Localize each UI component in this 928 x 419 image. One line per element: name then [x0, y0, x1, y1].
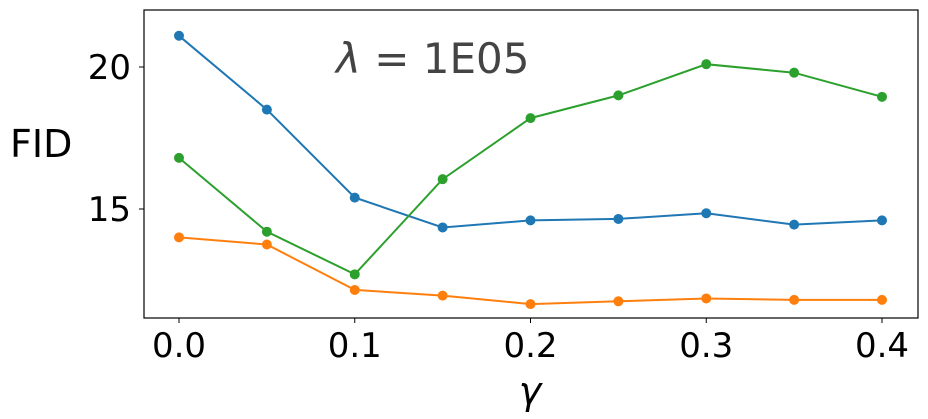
y-tick-label: 20	[88, 48, 131, 88]
data-point	[525, 299, 536, 310]
data-point	[174, 152, 184, 163]
x-tick-label: 0.4	[855, 326, 909, 366]
data-point	[701, 208, 712, 219]
y-axis-label: FID	[10, 122, 72, 166]
data-point	[877, 91, 887, 102]
series-line	[178, 63, 883, 276]
data-point	[789, 294, 800, 305]
data-point	[437, 174, 448, 185]
x-tick-label: 0.3	[679, 326, 733, 366]
data-point	[349, 192, 360, 203]
data-point	[437, 290, 448, 301]
data-point	[613, 90, 624, 101]
x-tick-label: 0.0	[152, 326, 206, 366]
series-orange	[174, 232, 887, 310]
plot-area-frame	[143, 9, 919, 319]
data-point	[349, 284, 360, 295]
series-green	[174, 59, 887, 280]
data-point	[349, 269, 360, 280]
x-tick-label: 0.2	[503, 326, 557, 366]
data-point	[877, 215, 887, 226]
series-line	[178, 236, 882, 306]
data-point	[613, 296, 624, 307]
data-point	[701, 59, 712, 70]
lambda-symbol: λ	[334, 34, 361, 83]
equals-sign: =	[361, 34, 423, 83]
data-point	[525, 113, 536, 124]
series-line	[178, 35, 883, 229]
data-point	[261, 104, 272, 115]
x-axis: 0.0 0.1 0.2 0.3 0.4	[152, 318, 909, 366]
data-point	[525, 215, 536, 226]
data-point	[261, 226, 272, 237]
series-layer	[174, 30, 887, 310]
lambda-value: 1E05	[423, 34, 530, 83]
data-point	[789, 67, 800, 78]
data-point	[613, 213, 624, 224]
data-point	[261, 239, 272, 250]
data-point	[174, 232, 184, 243]
data-point	[877, 294, 887, 305]
x-tick-label: 0.1	[328, 326, 382, 366]
data-point	[701, 293, 712, 304]
x-axis-label: γ	[519, 369, 544, 413]
data-point	[174, 30, 184, 41]
series-blue	[174, 30, 887, 233]
data-point	[437, 222, 448, 233]
y-tick-label: 15	[88, 190, 131, 230]
lambda-annotation: λ = 1E05	[334, 34, 529, 83]
data-point	[789, 219, 800, 230]
